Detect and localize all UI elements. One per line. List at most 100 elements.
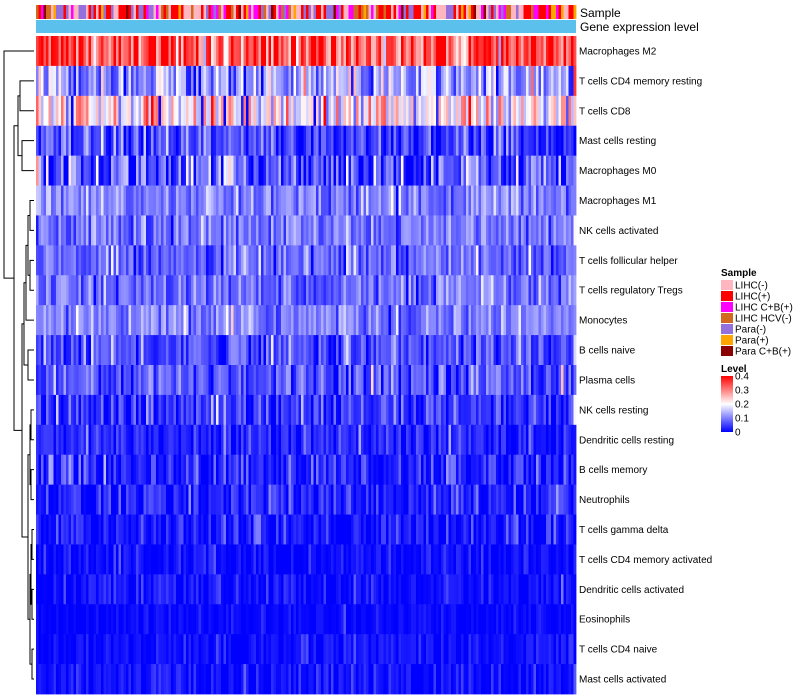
heatmap-cell — [518, 604, 522, 635]
heatmap-cell — [81, 424, 84, 456]
heatmap-cell — [248, 215, 252, 246]
heatmap-cell — [333, 185, 337, 216]
heatmap-cell — [436, 36, 439, 67]
heatmap-cell — [266, 305, 269, 336]
heatmap-cell — [526, 245, 529, 276]
row-dendrogram — [3, 50, 34, 680]
heatmap-cell — [128, 394, 132, 426]
heatmap-cell — [203, 65, 207, 97]
heatmap-cell — [426, 604, 429, 635]
sample-annotation-cell — [218, 5, 222, 19]
heatmap-cell — [83, 604, 87, 635]
heatmap-cell — [408, 514, 412, 545]
heatmap-cell — [476, 215, 479, 246]
heatmap-cell — [136, 664, 139, 695]
heatmap-cell — [421, 65, 424, 97]
heatmap-cell — [481, 664, 484, 695]
heatmap-cell — [301, 454, 304, 486]
heatmap-cell — [396, 305, 399, 336]
heatmap-cell — [301, 305, 304, 336]
heatmap-cell — [266, 424, 269, 456]
heatmap-cell — [246, 305, 249, 336]
heatmap-cell — [208, 65, 212, 97]
heatmap-cell — [153, 394, 157, 426]
heatmap-cell — [398, 544, 402, 575]
heatmap-cell — [176, 664, 179, 695]
heatmap-cell — [251, 394, 254, 426]
heatmap-cell — [158, 574, 162, 605]
heatmap-cell — [98, 36, 102, 67]
heatmap-cell — [73, 185, 77, 216]
heatmap-cell — [533, 185, 537, 216]
heatmap-cell — [116, 305, 119, 336]
heatmap-cell — [78, 514, 82, 545]
heatmap-cell — [293, 394, 297, 426]
heatmap-cell — [413, 544, 417, 575]
heatmap-cell — [288, 544, 292, 575]
heatmap-cell — [181, 484, 184, 515]
heatmap-cell — [203, 544, 207, 575]
heatmap-cell — [481, 155, 484, 186]
heatmap-cell — [91, 544, 94, 575]
heatmap-cell — [41, 215, 44, 246]
heatmap-cell — [346, 484, 349, 515]
sample-annotation-cell — [81, 5, 84, 19]
heatmap-cell — [38, 155, 42, 186]
heatmap-cell — [233, 245, 237, 276]
heatmap-cell — [233, 424, 237, 456]
heatmap-cell — [291, 245, 294, 276]
heatmap-cell — [203, 215, 207, 246]
heatmap-cell — [148, 365, 152, 396]
heatmap-cell — [243, 634, 247, 665]
heatmap-cell — [46, 424, 49, 456]
heatmap-cell — [443, 484, 447, 515]
heatmap-cell — [466, 664, 469, 695]
heatmap-cell — [181, 424, 184, 456]
heatmap-cell — [498, 604, 502, 635]
heatmap-cell — [308, 95, 312, 127]
heatmap-cell — [528, 36, 532, 67]
heatmap-cell — [551, 424, 554, 456]
heatmap-cell — [501, 155, 504, 186]
heatmap-cell — [483, 574, 487, 605]
heatmap-cell — [116, 275, 119, 306]
heatmap-cell — [546, 544, 549, 575]
heatmap-cell — [203, 95, 207, 127]
heatmap-cell — [208, 514, 212, 545]
heatmap-cell — [436, 245, 439, 276]
heatmap-cell — [266, 215, 269, 246]
heatmap-cell — [388, 574, 392, 605]
heatmap-cell — [338, 544, 342, 575]
heatmap-cell — [126, 484, 129, 515]
heatmap-cell — [426, 544, 429, 575]
heatmap-cell — [448, 305, 452, 336]
heatmap-cell — [253, 275, 257, 306]
heatmap-cell — [283, 634, 287, 665]
heatmap-cell — [186, 36, 189, 67]
heatmap-cell — [133, 365, 137, 396]
heatmap-cell — [338, 245, 342, 276]
heatmap-cell — [218, 604, 222, 635]
heatmap-cell — [438, 275, 442, 306]
heatmap-cell — [303, 155, 307, 186]
heatmap-cell — [446, 365, 449, 396]
heatmap-cell — [293, 634, 297, 665]
heatmap-cell — [288, 305, 292, 336]
heatmap-cell — [226, 664, 229, 695]
heatmap-cell — [423, 514, 427, 545]
heatmap-cell — [338, 604, 342, 635]
heatmap-cell — [178, 245, 182, 276]
heatmap-cell — [258, 125, 262, 157]
heatmap-cell — [526, 125, 529, 157]
heatmap-cell — [333, 125, 337, 157]
heatmap-cell — [231, 36, 234, 67]
heatmap-cell — [571, 424, 574, 456]
heatmap-cell — [463, 484, 467, 515]
heatmap-cell — [308, 275, 312, 306]
heatmap-cell — [256, 275, 259, 306]
heatmap-cell — [376, 484, 379, 515]
heatmap-cell — [378, 65, 382, 97]
heatmap-cell — [41, 245, 44, 276]
heatmap-cell — [511, 36, 514, 67]
heatmap-cell — [496, 95, 499, 127]
